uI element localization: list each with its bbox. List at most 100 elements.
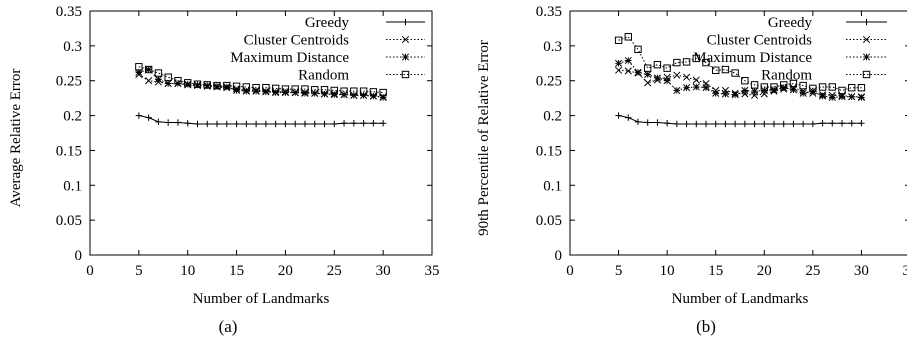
data-point [692,83,700,91]
data-point [320,86,329,94]
data-point [780,120,787,128]
legend-marker [863,18,870,26]
data-point [233,120,240,128]
data-point [654,119,661,126]
legend-label: Maximum Distance [230,50,349,66]
legend-marker [402,18,409,26]
legend-label: Random [298,68,349,84]
data-point [154,75,162,83]
series-line [618,36,862,91]
data-point [144,65,153,74]
legend-label: Cluster Centroids [707,33,813,49]
data-point [213,81,221,90]
x-tick-label: 25 [805,263,820,279]
x-tick-label: 20 [757,263,772,279]
data-point [282,120,289,128]
y-tick-label: 0.25 [56,74,82,90]
data-point [644,64,652,72]
data-point [379,88,387,97]
data-point [848,83,856,92]
y-axis-title: Average Relative Error [8,69,24,208]
y-tick-label: 0.1 [63,178,82,194]
data-point [819,92,827,100]
data-point [154,69,163,77]
data-point [271,84,280,93]
y-tick-label: 0.15 [536,143,562,159]
x-tick-label: 10 [660,263,675,279]
data-point [252,83,260,92]
data-point [819,120,826,127]
data-point [751,87,759,95]
data-point [291,85,299,93]
data-point [634,68,642,76]
data-point [184,79,192,87]
data-point [311,120,318,128]
data-point [731,69,739,77]
data-point [712,120,719,128]
data-point [350,87,358,95]
data-point [320,90,329,98]
data-point [242,87,250,95]
data-point [301,89,309,97]
data-point [838,93,846,101]
data-point [614,36,623,44]
x-tick-label: 15 [708,263,723,279]
data-point [663,73,671,81]
data-point [644,70,652,78]
data-point [799,81,807,90]
data-point [702,120,710,128]
data-point [644,119,651,126]
data-point [184,120,191,127]
x-axis-title: Number of Landmarks [672,291,809,307]
data-point [741,120,749,128]
y-tick-label: 0.1 [543,178,562,194]
data-point [360,91,368,99]
x-tick-label: 30 [854,263,869,279]
data-point [857,83,866,92]
data-point [721,65,730,74]
series-random [614,33,866,95]
data-point [359,87,368,95]
data-point [340,120,348,127]
data-point [145,114,152,121]
chart-panel-2: 0 5 10 15 20 25 30 35 0 0.05 0.1 0.15 0.2 0.25 0.3 0.35… [476,4,907,336]
data-point [272,89,280,97]
data-point [663,64,671,72]
data-point [731,91,739,99]
data-point [252,120,260,128]
data-point [301,85,309,93]
data-point [311,86,319,94]
y-tick-label: 0.35 [536,4,562,20]
data-point [369,92,377,100]
data-point [164,119,172,126]
data-point [789,79,798,88]
data-point [741,77,749,85]
data-point [262,83,270,92]
data-point [281,85,290,93]
data-point [164,79,172,88]
x-axis-title: Number of Landmarks [193,291,330,307]
legend-marker [862,53,871,61]
data-point [721,86,729,95]
data-point [663,77,671,85]
data-point [760,90,768,98]
data-point [223,120,230,128]
legend-label: Cluster Centroids [244,33,350,49]
chart-panel-1: 0 5 10 15 20 25 30 35 0 0.05 0.1 0.15 0.2 0.25 0.3 0.35… [8,4,440,336]
data-point [770,120,778,128]
y-tick-label: 0.05 [536,213,562,229]
x-tick-label: 0 [86,263,94,279]
series-random [135,63,387,97]
data-point [615,112,622,119]
data-point [828,93,836,101]
y-tick-label: 0.3 [543,39,562,55]
data-point [243,120,250,128]
data-point [780,81,788,89]
data-point [818,83,827,91]
legend-label: Random [761,68,812,84]
data-point [683,84,691,92]
data-point [330,91,338,99]
data-point [174,119,182,126]
data-point [321,120,328,128]
data-point [379,93,387,101]
